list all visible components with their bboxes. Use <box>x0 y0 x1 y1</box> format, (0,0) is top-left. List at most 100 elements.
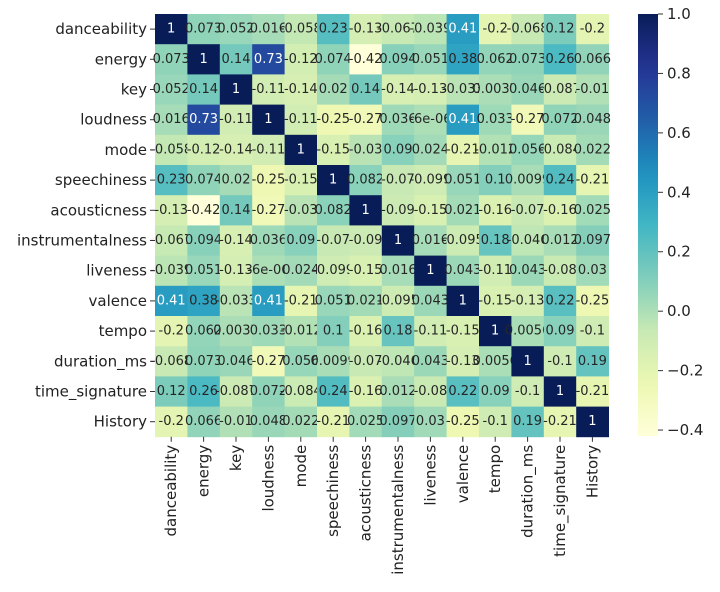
heatmap-cell-time_signature-speechiness <box>317 376 350 407</box>
heatmap-cell-label: 0.18 <box>481 233 510 248</box>
heatmap-cell-label: -0.13 <box>154 203 188 218</box>
heatmap-cell-label: -0.087 <box>539 82 581 97</box>
heatmap-cell-tempo-History <box>576 316 609 347</box>
heatmap-cell-label: 0.73 <box>189 112 218 127</box>
heatmap-cell-label: -0.039 <box>150 263 192 278</box>
x-tick-label-key: key <box>227 445 245 471</box>
heatmap-cell-acousticness-liveness <box>414 195 447 226</box>
y-tick-label-mode: mode <box>104 141 147 159</box>
heatmap-cell-tempo-liveness <box>414 316 447 347</box>
heatmap-cell-label: -0.2 <box>159 324 184 339</box>
heatmap-cell-label: 0.074 <box>185 173 222 188</box>
heatmap-cell-time_signature-liveness <box>414 376 447 407</box>
heatmap-cell-label: 0.09 <box>384 142 413 157</box>
heatmap-cell-valence-danceability <box>155 285 188 317</box>
heatmap-cell-loudness-loudness <box>252 104 285 136</box>
heatmap-cell-label: -0.15 <box>446 324 480 339</box>
heatmap-cell-label: 0.072 <box>541 112 578 127</box>
heatmap-cell-History-energy <box>187 406 221 438</box>
heatmap-cell-label: 0.043 <box>412 354 449 369</box>
heatmap-cell-label: 0.033 <box>250 324 287 339</box>
heatmap-cell-History-mode <box>284 406 318 438</box>
heatmap-cell-label: -0.14 <box>284 82 318 97</box>
heatmap-cell-energy-mode <box>284 44 318 75</box>
heatmap-cell-label: 0.016 <box>250 22 287 37</box>
heatmap-cell-label: -0.1 <box>515 384 540 399</box>
heatmap-cell-mode-key <box>219 134 253 166</box>
heatmap-cell-valence-liveness <box>414 285 447 317</box>
heatmap-cell-label: 0.0037 <box>213 324 259 339</box>
heatmap-cell-danceability-tempo <box>479 14 512 45</box>
heatmap-cell-label: 1 <box>232 82 240 97</box>
heatmap-cell-label: 0.033 <box>477 112 514 127</box>
heatmap-cell-mode-loudness <box>252 134 285 166</box>
heatmap-cell-key-key <box>219 74 253 105</box>
heatmap-cell-instrumentalness-loudness <box>252 225 285 256</box>
heatmap-cell-speechiness-speechiness <box>317 165 350 196</box>
heatmap-cell-label: 0.19 <box>513 414 542 429</box>
heatmap-cell-label: 0.0099 <box>310 354 356 369</box>
heatmap-cell-label: 0.012 <box>379 384 416 399</box>
heatmap-cell-time_signature-tempo <box>479 376 512 407</box>
heatmap-cell-label: -0.15 <box>316 142 350 157</box>
heatmap-cell-label: 0.41 <box>448 22 477 37</box>
y-tick-label-History: History <box>94 413 147 431</box>
heatmap-cell-key-History <box>576 74 609 105</box>
heatmap-cell-acousticness-tempo <box>479 195 512 226</box>
heatmap-cell-time_signature-mode <box>284 376 318 407</box>
heatmap-cell-energy-loudness <box>252 44 285 75</box>
heatmap-cell-liveness-danceability <box>155 255 188 287</box>
heatmap-cell-speechiness-tempo <box>479 165 512 196</box>
heatmap-cell-label: -0.067 <box>150 233 192 248</box>
heatmap-cell-label: 0.052 <box>217 22 254 37</box>
x-tick-label-instrumentalness: instrumentalness <box>389 445 407 575</box>
heatmap-cell-speechiness-valence <box>446 165 480 196</box>
heatmap-cell-label: 0.066 <box>185 414 222 429</box>
heatmap-cell-liveness-valence <box>446 255 480 287</box>
heatmap-cell-label: 0.062 <box>185 324 222 339</box>
heatmap-cell-mode-acousticness <box>349 134 383 166</box>
heatmap-cell-label: 0.022 <box>282 414 319 429</box>
heatmap-cell-label: -0.16 <box>349 324 383 339</box>
heatmap-cell-acousticness-danceability <box>155 195 188 226</box>
heatmap-cell-label: -0.07 <box>316 233 350 248</box>
heatmap-cell-acousticness-acousticness <box>349 195 383 226</box>
heatmap-cell-liveness-loudness <box>252 255 285 287</box>
heatmap-cell-label: -0.067 <box>377 22 419 37</box>
heatmap-cell-label: 0.26 <box>189 384 218 399</box>
heatmap-cell-label: -0.13 <box>349 22 383 37</box>
heatmap-cell-label: 1 <box>329 173 337 188</box>
heatmap-cell-liveness-liveness <box>414 255 447 287</box>
heatmap-cell-mode-liveness <box>414 134 447 166</box>
heatmap-cell-label: 0.12 <box>546 22 575 37</box>
heatmap-cell-acousticness-key <box>219 195 253 226</box>
heatmap-cell-label: 1 <box>459 293 467 308</box>
heatmap-cell-label: 0.051 <box>185 263 222 278</box>
heatmap-cell-label: -0.16 <box>349 384 383 399</box>
heatmap-cell-History-loudness <box>252 406 285 438</box>
heatmap-cell-label: 0.02 <box>319 82 348 97</box>
heatmap-cell-History-History <box>576 406 609 438</box>
heatmap-cell-instrumentalness-liveness <box>414 225 447 256</box>
heatmap-cell-key-valence <box>446 74 480 105</box>
heatmap-cell-label: -0.21 <box>576 173 610 188</box>
heatmap-cell-loudness-History <box>576 104 609 136</box>
heatmap-cell-speechiness-key <box>219 165 253 196</box>
heatmap-cell-label: 0.048 <box>574 112 611 127</box>
heatmap-cell-danceability-acousticness <box>349 14 383 45</box>
x-tick-label-valence: valence <box>454 445 472 503</box>
heatmap-cell-label: 0.38 <box>448 52 477 67</box>
heatmap-cell-label: -0.11 <box>252 82 286 97</box>
heatmap-cell-label: 0.12 <box>157 384 186 399</box>
heatmap-cell-label: 0.073 <box>153 52 190 67</box>
heatmap-cell-mode-mode <box>284 134 318 166</box>
colorbar-tick-label: 1.0 <box>667 5 691 23</box>
heatmap-cell-speechiness-loudness <box>252 165 285 196</box>
heatmap-cell-danceability-duration_ms <box>511 14 545 45</box>
heatmap-cell-label: 0.19 <box>578 354 607 369</box>
x-tick-label-tempo: tempo <box>486 445 504 493</box>
heatmap-cell-label: 0.056 <box>509 142 546 157</box>
heatmap-cell-label: -0.13 <box>511 293 545 308</box>
heatmap-cell-label: -0.03 <box>284 203 318 218</box>
colorbar: 1.0 0.8 0.6 0.4 0.2 0.0 −0.2 −0.4 <box>638 5 703 439</box>
